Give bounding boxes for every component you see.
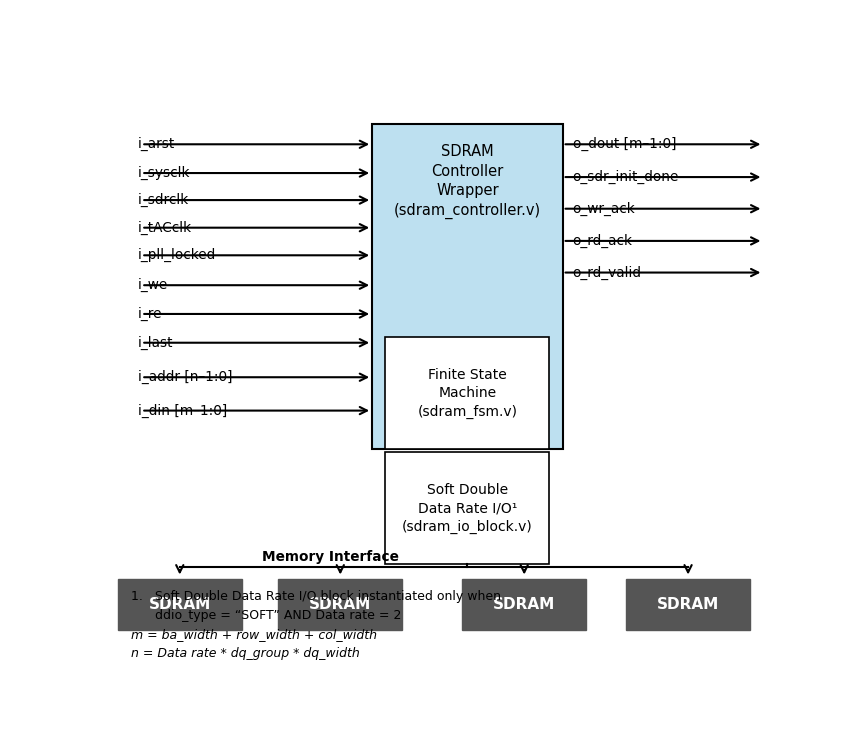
Text: SDRAM
Controller
Wrapper
(sdram_controller.v): SDRAM Controller Wrapper (sdram_controll… <box>394 144 541 220</box>
Text: Soft Double
Data Rate I/O¹
(sdram_io_block.v): Soft Double Data Rate I/O¹ (sdram_io_blo… <box>402 483 532 533</box>
Bar <box>279 578 402 630</box>
Text: i_addr [n–1:0]: i_addr [n–1:0] <box>138 371 232 384</box>
Text: o_sdr_init_done: o_sdr_init_done <box>573 170 679 185</box>
Text: i_din [m–1:0]: i_din [m–1:0] <box>138 403 227 418</box>
Text: i_last: i_last <box>138 335 173 350</box>
Text: SDRAM: SDRAM <box>148 597 211 612</box>
Bar <box>118 578 242 630</box>
Text: 1.   Soft Double Data Rate I/O block instantiated only when: 1. Soft Double Data Rate I/O block insta… <box>131 590 501 603</box>
Text: Finite State
Machine
(sdram_fsm.v): Finite State Machine (sdram_fsm.v) <box>418 368 517 418</box>
Text: i_pll_locked: i_pll_locked <box>138 248 217 262</box>
Text: n = Data rate * dq_group * dq_width: n = Data rate * dq_group * dq_width <box>131 647 360 660</box>
Text: o_wr_ack: o_wr_ack <box>573 202 635 216</box>
Text: i_tACclk: i_tACclk <box>138 220 192 235</box>
Bar <box>463 578 586 630</box>
Text: i_we: i_we <box>138 278 168 292</box>
Text: o_rd_valid: o_rd_valid <box>573 265 642 279</box>
Text: i_sdrclk: i_sdrclk <box>138 193 189 207</box>
Bar <box>627 578 750 630</box>
Text: SDRAM: SDRAM <box>657 597 719 612</box>
Text: ddio_type = “SOFT” AND Data rate = 2: ddio_type = “SOFT” AND Data rate = 2 <box>131 609 401 622</box>
Text: Memory Interface: Memory Interface <box>262 551 399 564</box>
Bar <box>372 124 563 449</box>
Text: i_sysclk: i_sysclk <box>138 166 191 180</box>
Text: i_re: i_re <box>138 307 162 321</box>
Text: o_rd_ack: o_rd_ack <box>573 234 633 248</box>
Bar <box>386 337 549 449</box>
Text: SDRAM: SDRAM <box>493 597 556 612</box>
Text: i_arst: i_arst <box>138 137 175 152</box>
Text: m = ba_width + row_width + col_width: m = ba_width + row_width + col_width <box>131 628 377 641</box>
Bar <box>386 452 549 564</box>
Text: o_dout [m–1:0]: o_dout [m–1:0] <box>573 137 677 152</box>
Text: SDRAM: SDRAM <box>309 597 371 612</box>
